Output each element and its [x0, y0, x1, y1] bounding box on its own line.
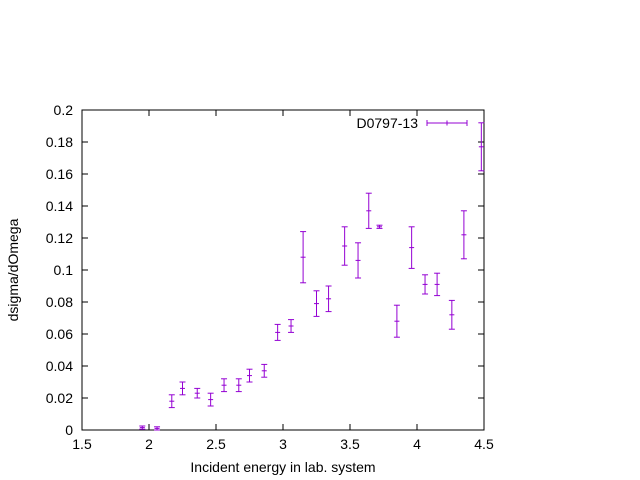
x-tick-label: 2.5 [206, 436, 226, 452]
data-point [341, 226, 348, 266]
x-tick-label: 4 [413, 436, 421, 452]
y-tick-label: 0.12 [46, 230, 73, 246]
data-point [274, 323, 281, 341]
data-point [300, 231, 307, 284]
y-tick-label: 0.2 [54, 102, 74, 118]
data-point [168, 394, 175, 409]
data-point [207, 392, 214, 407]
y-tick-label: 0.18 [46, 134, 73, 150]
data-point [221, 378, 228, 393]
plot-frame [81, 109, 485, 431]
legend: D0797-13 [357, 115, 468, 131]
data-point [460, 210, 467, 260]
y-axis-label: dsigma/dOmega [5, 218, 21, 321]
data-point [288, 319, 295, 333]
y-tick-label: 0.06 [46, 326, 73, 342]
data-point [194, 387, 201, 399]
data-point [139, 425, 146, 430]
data-point [365, 192, 372, 229]
x-tick-label: 1.5 [72, 436, 92, 452]
y-tick-label: 0.04 [46, 358, 73, 374]
data-series [139, 122, 485, 431]
data-point [478, 122, 485, 172]
y-tick-label: 0.16 [46, 166, 73, 182]
data-point [355, 242, 362, 279]
data-point [179, 381, 186, 396]
x-tick-label: 2 [145, 436, 153, 452]
data-point [408, 226, 415, 269]
data-point [261, 363, 268, 378]
data-point [393, 304, 400, 338]
data-point [154, 426, 161, 431]
y-axis: 0 0.02 0.04 0.06 0.08 0.1 0.12 0.14 0.16 0.18 0.2 [46, 102, 484, 438]
data-point [246, 368, 253, 383]
legend-label: D0797-13 [357, 115, 419, 131]
y-tick-label: 0.02 [46, 390, 73, 406]
x-axis: 1.5 2 2.5 3 3.5 4 4.5 [72, 110, 494, 452]
x-tick-label: 4.5 [474, 436, 494, 452]
x-axis-label: Incident energy in lab. system [190, 459, 375, 475]
data-point [376, 224, 383, 229]
x-tick-label: 3 [279, 436, 287, 452]
y-tick-label: 0 [65, 422, 73, 438]
data-point [422, 274, 429, 295]
data-point [434, 272, 441, 297]
data-point [448, 299, 455, 330]
x-tick-label: 3.5 [340, 436, 360, 452]
y-tick-label: 0.14 [46, 198, 73, 214]
data-point [313, 290, 320, 317]
legend-sample [426, 120, 468, 126]
y-tick-label: 0.08 [46, 294, 73, 310]
data-point [235, 378, 242, 393]
data-point [325, 285, 332, 313]
y-tick-label: 0.1 [54, 262, 74, 278]
